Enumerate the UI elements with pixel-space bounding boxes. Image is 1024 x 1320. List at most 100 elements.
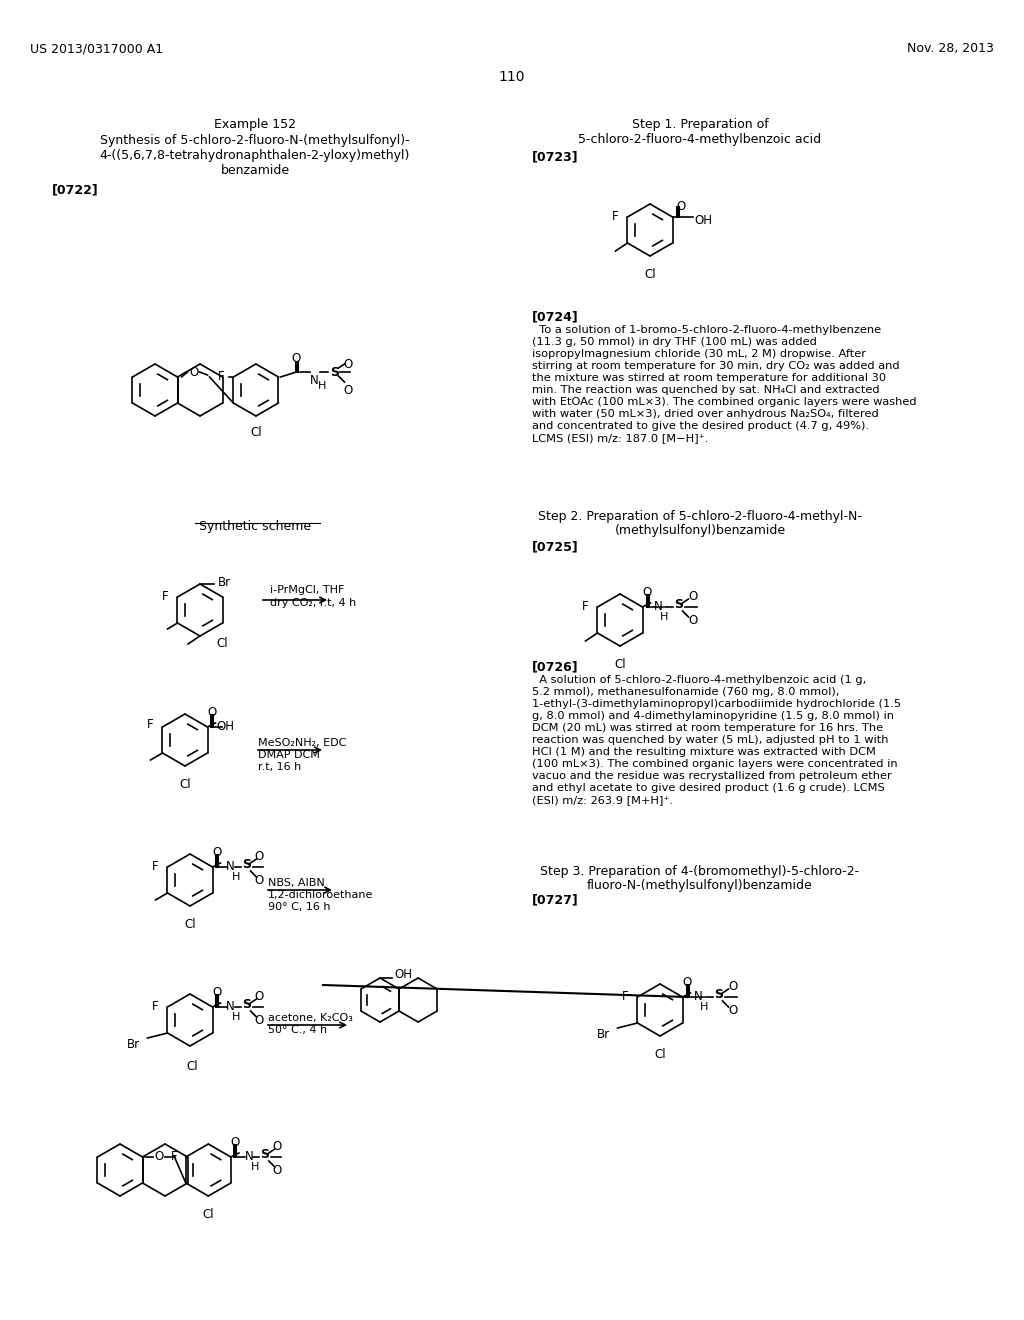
- Text: Cl: Cl: [250, 426, 262, 440]
- Text: O: O: [688, 615, 697, 627]
- Text: F: F: [147, 718, 154, 731]
- Text: Br: Br: [597, 1028, 610, 1041]
- Text: N: N: [654, 601, 663, 614]
- Text: Br: Br: [218, 576, 231, 589]
- Text: OH: OH: [394, 968, 412, 981]
- Text: 90° C, 16 h: 90° C, 16 h: [268, 902, 331, 912]
- Text: OH: OH: [216, 721, 234, 734]
- Text: the mixture was stirred at room temperature for additional 30: the mixture was stirred at room temperat…: [532, 374, 886, 383]
- Text: with water (50 mL×3), dried over anhydrous Na₂SO₄, filtered: with water (50 mL×3), dried over anhydro…: [532, 409, 879, 418]
- Text: US 2013/0317000 A1: US 2013/0317000 A1: [30, 42, 163, 55]
- Text: O: O: [254, 874, 263, 887]
- Text: O: O: [728, 1005, 737, 1018]
- Text: MeSO₂NH₂, EDC: MeSO₂NH₂, EDC: [258, 738, 346, 748]
- Text: O: O: [272, 1140, 282, 1154]
- Text: Cl: Cl: [217, 638, 228, 649]
- Text: with EtOAc (100 mL×3). The combined organic layers were washed: with EtOAc (100 mL×3). The combined orga…: [532, 397, 916, 407]
- Text: O: O: [154, 1151, 163, 1163]
- Text: O: O: [682, 977, 691, 990]
- Text: isopropylmagnesium chloride (30 mL, 2 M) dropwise. After: isopropylmagnesium chloride (30 mL, 2 M)…: [532, 348, 866, 359]
- Text: O: O: [344, 384, 353, 396]
- Text: (100 mL×3). The combined organic layers were concentrated in: (100 mL×3). The combined organic layers …: [532, 759, 898, 770]
- Text: O: O: [254, 850, 263, 863]
- Text: 1,2-dichloroethane: 1,2-dichloroethane: [268, 890, 374, 900]
- Text: Step 1. Preparation of: Step 1. Preparation of: [632, 117, 768, 131]
- Text: F: F: [170, 1151, 177, 1163]
- Text: benzamide: benzamide: [220, 164, 290, 177]
- Text: [0727]: [0727]: [532, 894, 579, 906]
- Text: r.t, 16 h: r.t, 16 h: [258, 762, 301, 772]
- Text: O: O: [254, 990, 263, 1003]
- Text: H: H: [232, 1012, 241, 1022]
- Text: and ethyl acetate to give desired product (1.6 g crude). LCMS: and ethyl acetate to give desired produc…: [532, 783, 885, 793]
- Text: Synthetic scheme: Synthetic scheme: [199, 520, 311, 533]
- Text: S: S: [242, 998, 251, 1011]
- Text: [0724]: [0724]: [532, 310, 579, 323]
- Text: (ESI) m/z: 263.9 [M+H]⁺.: (ESI) m/z: 263.9 [M+H]⁺.: [532, 795, 673, 805]
- Text: S: S: [330, 366, 339, 379]
- Text: O: O: [212, 986, 221, 999]
- Text: Synthesis of 5-chloro-2-fluoro-N-(methylsulfonyl)-: Synthesis of 5-chloro-2-fluoro-N-(methyl…: [100, 135, 410, 147]
- Text: [0725]: [0725]: [532, 540, 579, 553]
- Text: Step 2. Preparation of 5-chloro-2-fluoro-4-methyl-N-: Step 2. Preparation of 5-chloro-2-fluoro…: [538, 510, 862, 523]
- Text: min. The reaction was quenched by sat. NH₄Cl and extracted: min. The reaction was quenched by sat. N…: [532, 385, 880, 395]
- Text: H: H: [660, 612, 669, 622]
- Text: N: N: [245, 1151, 253, 1163]
- Text: O: O: [688, 590, 697, 603]
- Text: O: O: [642, 586, 651, 599]
- Text: F: F: [612, 210, 618, 223]
- Text: fluoro-N-(methylsulfonyl)benzamide: fluoro-N-(methylsulfonyl)benzamide: [587, 879, 813, 892]
- Text: O: O: [207, 706, 216, 719]
- Text: To a solution of 1-bromo-5-chloro-2-fluoro-4-methylbenzene: To a solution of 1-bromo-5-chloro-2-fluo…: [532, 325, 881, 335]
- Text: 5.2 mmol), methanesulfonamide (760 mg, 8.0 mmol),: 5.2 mmol), methanesulfonamide (760 mg, 8…: [532, 686, 840, 697]
- Text: S: S: [674, 598, 683, 611]
- Text: NBS, AIBN: NBS, AIBN: [268, 878, 325, 888]
- Text: S: S: [242, 858, 251, 871]
- Text: Step 3. Preparation of 4-(bromomethyl)-5-chloro-2-: Step 3. Preparation of 4-(bromomethyl)-5…: [541, 865, 859, 878]
- Text: Cl: Cl: [614, 657, 626, 671]
- Text: dry CO₂, r.t, 4 h: dry CO₂, r.t, 4 h: [270, 598, 356, 609]
- Text: i-PrMgCl, THF: i-PrMgCl, THF: [270, 585, 344, 595]
- Text: Example 152: Example 152: [214, 117, 296, 131]
- Text: acetone, K₂CO₃: acetone, K₂CO₃: [268, 1012, 353, 1023]
- Text: O: O: [254, 1015, 263, 1027]
- Text: N: N: [226, 861, 234, 874]
- Text: [0726]: [0726]: [532, 660, 579, 673]
- Text: Cl: Cl: [186, 1060, 198, 1073]
- Text: HCl (1 M) and the resulting mixture was extracted with DCM: HCl (1 M) and the resulting mixture was …: [532, 747, 876, 756]
- Text: vacuo and the residue was recrystallized from petroleum ether: vacuo and the residue was recrystallized…: [532, 771, 892, 781]
- Text: Br: Br: [127, 1039, 140, 1052]
- Text: N: N: [694, 990, 702, 1003]
- Text: O: O: [188, 366, 198, 379]
- Text: H: H: [318, 381, 327, 391]
- Text: reaction was quenched by water (5 mL), adjusted pH to 1 with: reaction was quenched by water (5 mL), a…: [532, 735, 889, 744]
- Text: LCMS (ESI) m/z: 187.0 [M−H]⁺.: LCMS (ESI) m/z: 187.0 [M−H]⁺.: [532, 433, 709, 444]
- Text: and concentrated to give the desired product (4.7 g, 49%).: and concentrated to give the desired pro…: [532, 421, 869, 432]
- Text: 4-((5,6,7,8-tetrahydronaphthalen-2-yloxy)methyl): 4-((5,6,7,8-tetrahydronaphthalen-2-yloxy…: [99, 149, 411, 162]
- Text: Cl: Cl: [184, 917, 196, 931]
- Text: F: F: [583, 601, 589, 614]
- Text: O: O: [272, 1164, 282, 1177]
- Text: A solution of 5-chloro-2-fluoro-4-methylbenzoic acid (1 g,: A solution of 5-chloro-2-fluoro-4-methyl…: [532, 675, 866, 685]
- Text: 1-ethyl-(3-dimethylaminopropyl)carbodiimide hydrochloride (1.5: 1-ethyl-(3-dimethylaminopropyl)carbodiim…: [532, 700, 901, 709]
- Text: H: H: [232, 873, 241, 882]
- Text: F: F: [153, 861, 159, 874]
- Text: H: H: [251, 1162, 259, 1172]
- Text: g, 8.0 mmol) and 4-dimethylaminopyridine (1.5 g, 8.0 mmol) in: g, 8.0 mmol) and 4-dimethylaminopyridine…: [532, 711, 894, 721]
- Text: O: O: [230, 1137, 240, 1150]
- Text: F: F: [623, 990, 629, 1003]
- Text: [0722]: [0722]: [52, 183, 98, 195]
- Text: N: N: [226, 1001, 234, 1014]
- Text: 50° C., 4 h: 50° C., 4 h: [268, 1026, 327, 1035]
- Text: N: N: [310, 374, 318, 387]
- Text: DMAP DCM: DMAP DCM: [258, 750, 319, 760]
- Text: (11.3 g, 50 mmol) in dry THF (100 mL) was added: (11.3 g, 50 mmol) in dry THF (100 mL) wa…: [532, 337, 817, 347]
- Text: H: H: [700, 1002, 709, 1012]
- Text: O: O: [344, 358, 353, 371]
- Text: [0723]: [0723]: [532, 150, 579, 162]
- Text: stirring at room temperature for 30 min, dry CO₂ was added and: stirring at room temperature for 30 min,…: [532, 360, 900, 371]
- Text: O: O: [292, 351, 301, 364]
- Text: F: F: [218, 371, 224, 384]
- Text: 5-chloro-2-fluoro-4-methylbenzoic acid: 5-chloro-2-fluoro-4-methylbenzoic acid: [579, 133, 821, 147]
- Text: O: O: [677, 201, 686, 213]
